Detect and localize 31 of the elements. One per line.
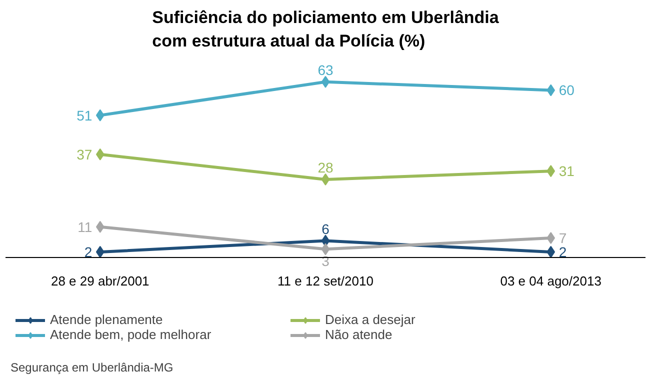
legend-label: Não atende xyxy=(325,327,394,342)
text: Segurança em Uberlândia-MG xyxy=(10,360,174,374)
point xyxy=(96,220,104,233)
legend-label: Atende bem, pode melhorar xyxy=(50,327,212,342)
point xyxy=(96,109,104,122)
legend-label: Deixa a desejar xyxy=(325,312,416,327)
chart-title: Suficiência do policiamento em Uberlândia com estrutura atual da Polícia (%) xyxy=(152,8,500,50)
data-label: 63 xyxy=(318,62,334,78)
data-label: 6 xyxy=(322,220,330,237)
data-label: 7 xyxy=(558,230,567,246)
point xyxy=(96,246,104,258)
data-label: 11 xyxy=(78,218,92,235)
data-label: 28 xyxy=(318,159,334,176)
data-label: 31 xyxy=(558,163,575,180)
point xyxy=(546,246,556,258)
point xyxy=(546,84,556,96)
point xyxy=(546,232,556,244)
x-tick-label: 03 e 04 ago/2013 xyxy=(500,274,602,289)
point xyxy=(546,165,556,178)
point xyxy=(321,173,330,186)
data-label: 2 xyxy=(558,244,567,260)
point xyxy=(96,148,104,160)
data-label: 37 xyxy=(76,146,92,162)
data-label: 60 xyxy=(558,82,575,98)
data-label: 51 xyxy=(76,107,92,124)
legend-label: Atende plenamente xyxy=(50,312,164,327)
point xyxy=(321,76,330,88)
point xyxy=(321,243,330,256)
x-tick-label: 28 e 29 abr/2001 xyxy=(50,274,150,289)
data-label: 2 xyxy=(84,244,92,260)
x-tick-label: 11 e 12 set/2010 xyxy=(278,274,374,289)
